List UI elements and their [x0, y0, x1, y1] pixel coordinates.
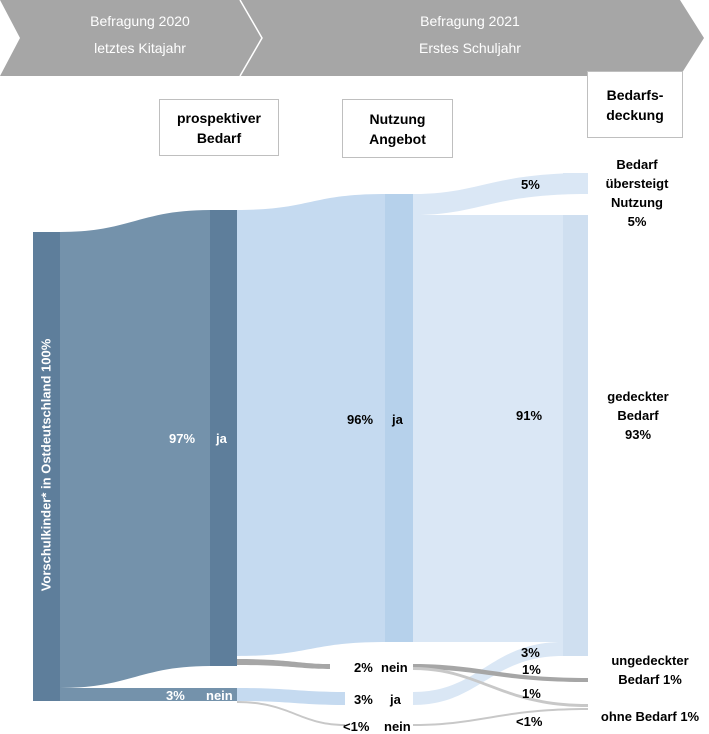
flow-bedarf-nein-to-nutzung-ja — [237, 688, 345, 705]
label-nein-2-word: nein — [381, 660, 408, 675]
banner-year2-title: Befragung 2021 — [420, 13, 520, 29]
label-ja-3-pct: 3% — [354, 692, 373, 707]
flow-bedarf-ja-to-nutzung-ja — [237, 194, 385, 656]
label-ja-96-pct: 96% — [347, 412, 374, 427]
banner-year1-title: Befragung 2020 — [90, 13, 190, 29]
flow-nutzung-nein-to-uncovered — [413, 664, 588, 682]
label-ja-97-word: ja — [216, 431, 227, 446]
flow-source-to-bedarf-nein — [60, 688, 210, 701]
node-source — [33, 232, 60, 701]
label-out-1b: 1% — [522, 686, 541, 701]
label-nein-lt1-word: nein — [384, 719, 411, 734]
banner-divider — [239, 0, 263, 77]
outcome-covered: gedeckter Bedarf 93% — [607, 389, 669, 442]
label-out-91: 91% — [516, 408, 543, 423]
label-ja-3-word: ja — [390, 692, 401, 707]
label-ja-97-pct: 97% — [169, 431, 196, 446]
header-bedarfsdeckung: Bedarfs- deckung — [587, 71, 683, 138]
outcome-no-need: ohne Bedarf 1% — [600, 709, 700, 724]
outcome-uncovered: ungedeckter Bedarf 1% — [611, 653, 689, 687]
label-out-5: 5% — [521, 177, 540, 192]
flow-nutzung-ja-to-covered — [413, 215, 563, 642]
label-out-3: 3% — [521, 645, 540, 660]
node-bedarf-ja — [210, 210, 237, 666]
label-out-1a: 1% — [522, 662, 541, 677]
banner-year2-subtitle: Erstes Schuljahr — [419, 40, 521, 56]
banner-year1-chevron — [0, 0, 262, 76]
label-nein-2-pct: 2% — [354, 660, 373, 675]
node-nutzung-ja — [385, 194, 413, 642]
node-covered — [563, 215, 588, 656]
label-out-lt1: <1% — [516, 714, 543, 729]
banner-year1-subtitle: letztes Kitajahr — [94, 40, 186, 56]
label-nein-3-pct: 3% — [166, 688, 185, 703]
node-exceeds — [563, 173, 588, 194]
flow-bedarf-ja-to-nutzung-nein — [237, 659, 330, 669]
label-nein-lt1-pct: <1% — [343, 719, 370, 734]
header-nutzung-angebot: Nutzung Angebot — [342, 99, 453, 158]
header-prospektiver-bedarf: prospektiver Bedarf — [159, 99, 279, 156]
label-ja-96-word: ja — [392, 412, 403, 427]
node-bedarf-nein — [210, 688, 237, 701]
outcome-exceeds: Bedarf übersteigt Nutzung 5% — [605, 157, 669, 229]
banner-year2-chevron — [240, 0, 704, 76]
flow-source-to-bedarf-ja — [60, 210, 210, 688]
flow-nutzung-ja-to-exceeds — [413, 173, 588, 215]
label-nein-3-word: nein — [206, 688, 233, 703]
flow-nutzung-nein-b-to-no-need — [413, 708, 588, 726]
